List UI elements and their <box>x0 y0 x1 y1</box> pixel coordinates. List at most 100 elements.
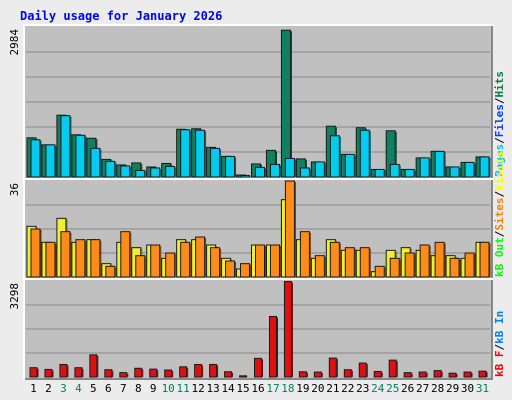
day-label-24: 24 <box>371 382 385 395</box>
day-label-9: 9 <box>150 382 157 395</box>
bar-sites-day-24 <box>374 265 385 278</box>
bar-kb-f-day-4 <box>74 367 83 378</box>
bar-hits-day-18 <box>280 29 291 178</box>
bar-kb-f-day-12 <box>194 363 203 378</box>
y-max-label: 3298 <box>8 283 21 310</box>
bar-kb-f-day-23 <box>358 362 367 378</box>
bar-files-day-30 <box>464 161 475 178</box>
bar-sites-day-1 <box>30 228 41 278</box>
day-label-11: 11 <box>177 382 190 395</box>
bar-kb-f-day-11 <box>179 366 188 378</box>
day-label-27: 27 <box>416 382 429 395</box>
bar-files-day-4 <box>75 134 86 178</box>
bar-sites-day-5 <box>90 239 101 278</box>
day-label-23: 23 <box>356 382 369 395</box>
bar-kb-f-day-9 <box>149 368 158 378</box>
day-label-30: 30 <box>461 382 474 395</box>
bar-sites-day-20 <box>314 255 325 278</box>
day-label-31: 31 <box>476 382 489 395</box>
bar-files-day-5 <box>90 147 101 178</box>
legend-kbout: kB Out <box>493 237 506 277</box>
bar-files-day-20 <box>314 161 325 178</box>
bar-sites-day-13 <box>210 247 221 278</box>
bar-files-day-8 <box>135 169 146 178</box>
bar-sites-day-11 <box>180 241 191 278</box>
bar-files-day-11 <box>180 129 191 178</box>
bar-kb-f-day-27 <box>418 371 427 378</box>
bar-files-day-6 <box>105 160 116 178</box>
day-label-6: 6 <box>105 382 112 395</box>
bar-files-day-17 <box>269 163 280 178</box>
legend-visits: Visits <box>493 151 506 191</box>
panel-sites-visits-kbout: 36 kB Out/Sites/Visits <box>8 151 506 280</box>
bar-files-day-2 <box>45 144 56 178</box>
bar-sites-day-26 <box>404 252 415 278</box>
bar-kb-f-day-8 <box>134 367 143 378</box>
day-label-7: 7 <box>120 382 127 395</box>
bar-files-day-27 <box>419 157 430 178</box>
legend-sep: / <box>493 191 506 198</box>
y-max-label: 36 <box>8 183 21 196</box>
bar-sites-day-4 <box>75 239 86 278</box>
legend-sep: / <box>493 230 506 237</box>
bar-files-day-16 <box>255 166 265 178</box>
day-label-4: 4 <box>75 382 82 395</box>
bar-files-day-29 <box>449 166 460 178</box>
day-label-22: 22 <box>341 382 354 395</box>
day-label-1: 1 <box>30 382 37 395</box>
bar-files-day-10 <box>165 165 176 178</box>
day-label-10: 10 <box>162 382 175 395</box>
bar-kb-f-day-10 <box>164 369 173 378</box>
bar-kb-f-day-14 <box>224 371 233 378</box>
day-label-16: 16 <box>251 382 264 395</box>
bar-kb-f-day-29 <box>448 372 457 378</box>
day-label-2: 2 <box>45 382 52 395</box>
bar-sites-day-15 <box>240 263 251 278</box>
legend-kbf-kbin: kB F/kB In <box>493 311 506 377</box>
bar-files-day-24 <box>374 168 385 178</box>
bar-kb-f-day-7 <box>119 372 128 378</box>
bar-sites-day-22 <box>344 247 355 278</box>
bar-kb-f-day-21 <box>328 357 337 378</box>
bar-kb-f-day-13 <box>209 363 218 378</box>
bar-sites-day-28 <box>434 241 445 278</box>
bar-kb-f-day-15 <box>239 375 248 378</box>
bar-files-day-9 <box>150 167 161 178</box>
day-label-17: 17 <box>266 382 279 395</box>
day-labels: 1 2 3 4 5 6 7 8 9 10 11 12 13 14 15 16 17 18 19 20 21 22 23 24 2… <box>30 382 489 395</box>
legend-sep: / <box>493 97 506 104</box>
y-max-label: 2984 <box>8 29 21 56</box>
day-label-8: 8 <box>135 382 142 395</box>
day-label-15: 15 <box>236 382 249 395</box>
bar-files-day-21 <box>329 135 340 178</box>
legend-kbf: kB F <box>493 351 506 378</box>
bar-kb-f-day-1 <box>29 367 38 378</box>
bar-kb-f-day-24 <box>373 370 382 378</box>
bar-sites-day-12 <box>195 236 206 278</box>
legend-hits: Hits <box>493 71 506 98</box>
day-label-13: 13 <box>206 382 219 395</box>
bar-sites-day-17 <box>269 244 280 278</box>
bar-sites-day-29 <box>449 257 460 278</box>
bar-files-day-12 <box>195 129 206 178</box>
legend-files: Files <box>493 104 506 137</box>
bar-kb-f-day-20 <box>313 371 322 378</box>
day-label-14: 14 <box>221 382 235 395</box>
day-label-20: 20 <box>311 382 324 395</box>
bar-kb-f-day-3 <box>59 363 68 378</box>
bar-kb-f-day-16 <box>254 357 262 378</box>
bar-files-day-1 <box>30 139 41 178</box>
day-label-3: 3 <box>60 382 67 395</box>
bar-kb-f-day-26 <box>403 372 412 378</box>
bar-sites-day-9 <box>150 244 161 278</box>
legend-sites-visits-kbout: kB Out/Sites/Visits <box>493 151 506 277</box>
day-label-12: 12 <box>192 382 205 395</box>
bar-sites-day-8 <box>135 255 146 278</box>
bar-kb-f-day-30 <box>463 371 472 378</box>
bar-files-day-18 <box>284 157 295 178</box>
bar-files-day-19 <box>299 167 310 178</box>
legend-sep: / <box>493 137 506 144</box>
bar-sites-day-21 <box>329 241 340 278</box>
